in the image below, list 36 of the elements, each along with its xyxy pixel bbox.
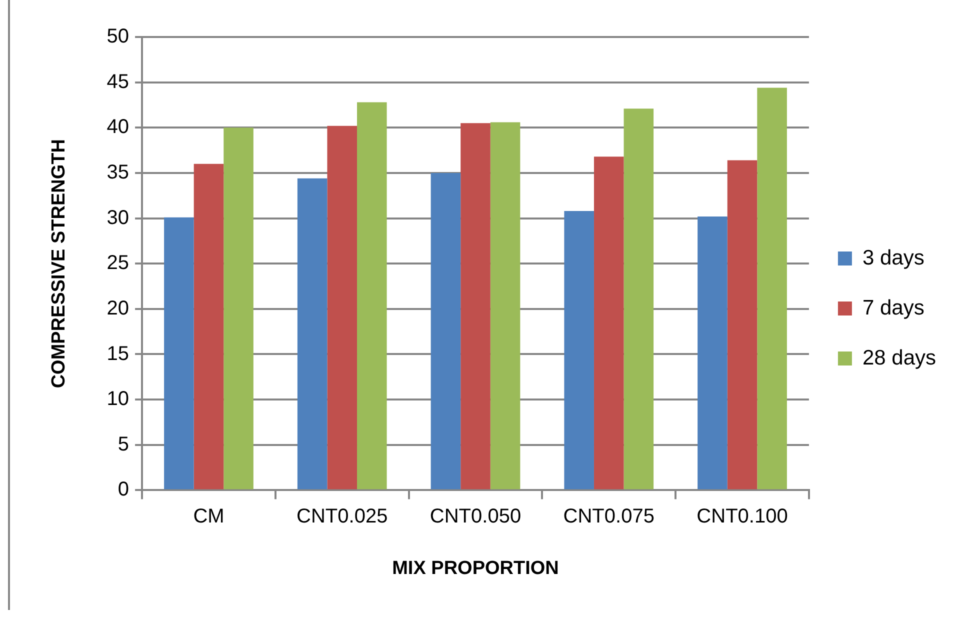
bar	[357, 102, 387, 490]
y-tick-label: 40	[106, 116, 130, 138]
bar	[490, 122, 520, 490]
bar	[594, 156, 624, 490]
y-tick-label: 35	[106, 161, 130, 184]
bar	[224, 128, 254, 490]
y-tick-label: 45	[106, 70, 130, 93]
y-tick-label: 20	[106, 297, 130, 320]
y-tick-label: 30	[106, 206, 130, 229]
y-tick-label: 15	[106, 342, 130, 365]
bar	[327, 126, 358, 490]
bar	[757, 88, 787, 490]
y-tick-label: 10	[106, 388, 130, 410]
legend-label: 28 days	[862, 346, 936, 370]
legend-label: 3 days	[862, 246, 924, 270]
bar	[194, 164, 224, 490]
legend-label: 7 days	[862, 296, 924, 320]
x-axis-title: MIX PROPORTION	[392, 558, 559, 579]
bar	[297, 178, 328, 490]
bar	[430, 172, 461, 490]
x-tick-label: CNT0.050	[430, 506, 522, 528]
bar	[460, 123, 490, 490]
y-tick-label: 25	[106, 252, 130, 274]
bar	[564, 211, 594, 490]
y-tick-label: 5	[118, 433, 130, 456]
y-tick-label: 50	[106, 26, 130, 48]
x-tick-label: CNT0.075	[563, 506, 654, 528]
y-tick-label: 0	[118, 478, 130, 501]
x-tick-label: CNT0.100	[696, 506, 788, 528]
x-tick-label: CNT0.025	[296, 506, 388, 528]
bar	[698, 216, 728, 490]
x-tick-label: CM	[193, 506, 224, 528]
bar	[164, 217, 194, 490]
bar	[727, 160, 758, 490]
bar	[624, 108, 654, 490]
y-axis-title: COMPRESSIVE STRENGTH	[48, 139, 70, 388]
